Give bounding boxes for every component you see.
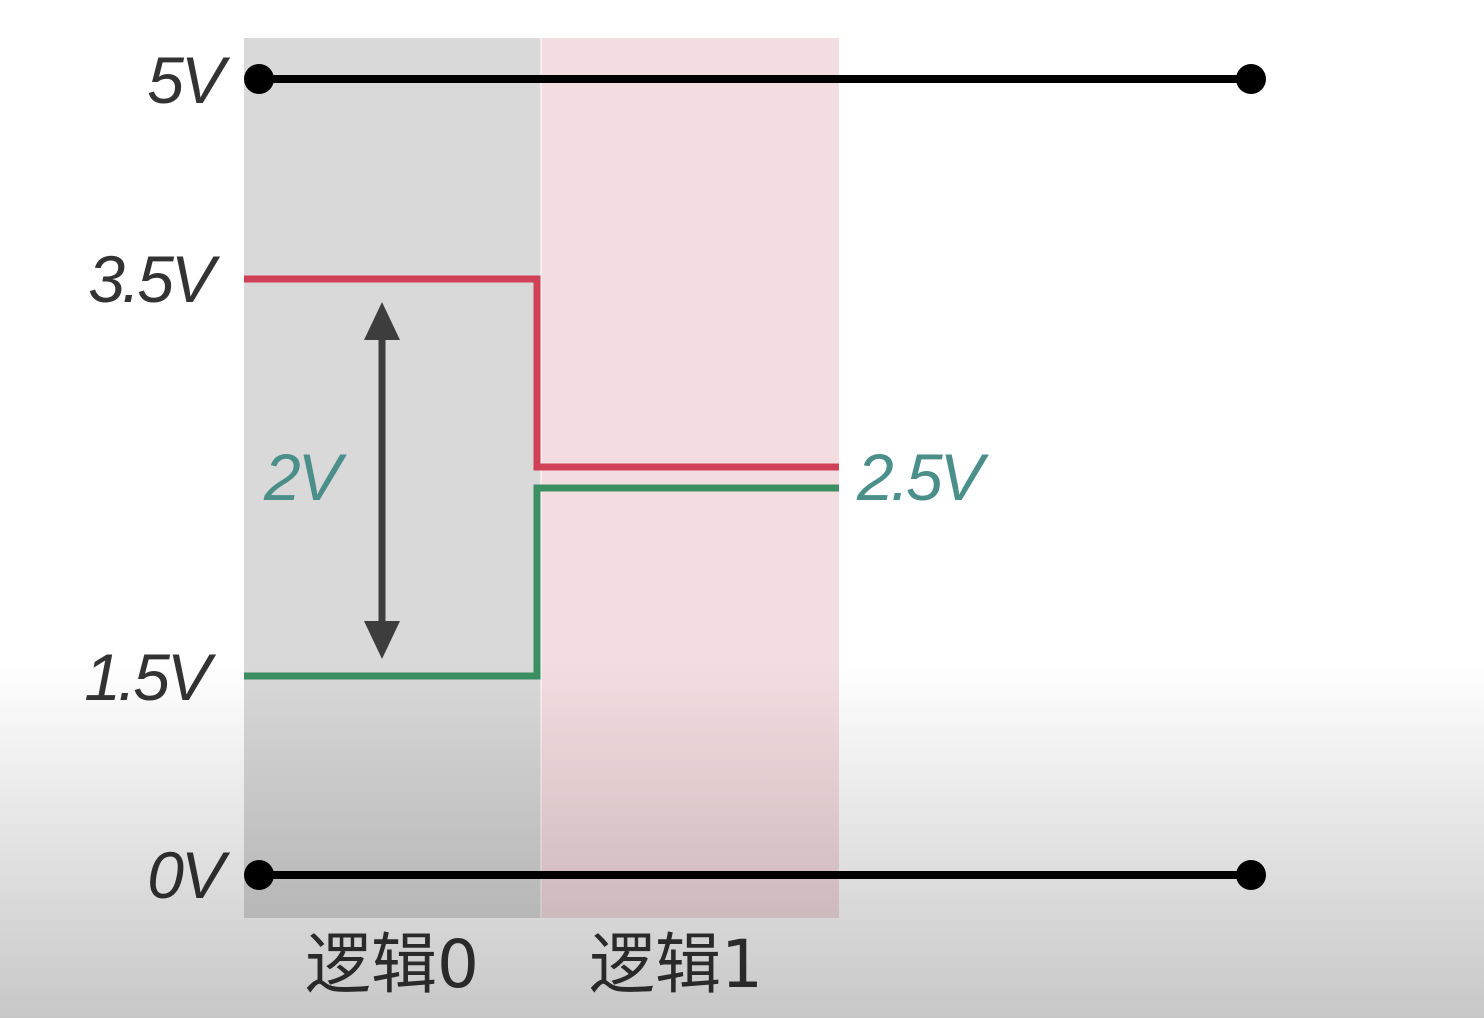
label-2-5v: 2.5V <box>856 440 990 514</box>
bottom-shade <box>0 660 1484 1018</box>
red-signal-trace <box>244 275 839 471</box>
gap-arrow <box>364 302 400 659</box>
label-3-5v: 3.5V <box>88 242 221 316</box>
label-5v: 5V <box>147 43 231 117</box>
arrow-up-head-icon <box>364 302 400 340</box>
rail-5v-left-dot <box>244 64 274 94</box>
arrow-down-head-icon <box>364 621 400 659</box>
rail-5v-right-dot <box>1236 64 1266 94</box>
label-2v-gap: 2V <box>263 440 348 514</box>
